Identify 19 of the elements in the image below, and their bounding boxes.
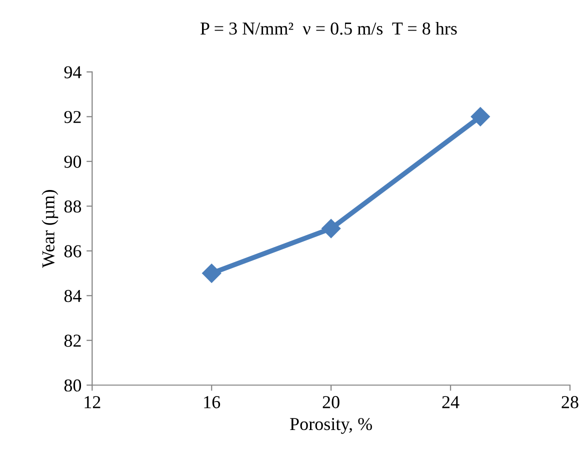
y-tick-label: 92 [64,110,81,124]
y-tick-label: 90 [64,156,82,168]
y-axis-title: Wear (µm) [42,190,58,268]
y-tick-label: 86 [64,245,82,258]
x-tick-label: 24 [442,396,460,408]
x-tick-label: 20 [322,396,340,408]
y-tick-label: 94 [64,66,82,78]
x-tick-label: 12 [84,396,100,408]
y-tick-label: 84 [64,290,82,302]
point [470,107,490,126]
x-tick-label: 16 [204,396,220,408]
y-tick-label: 80 [64,379,82,392]
point [202,264,222,283]
y-tick-label: 82 [64,334,81,347]
chart-title: P = 3 N/mm² ν = 0.5 m/s T = 8 hrs [200,22,457,35]
x-axis-title: Porosity, % [290,418,372,434]
point [322,218,341,238]
y-tick-label: 88 [64,200,82,213]
x-tick-label: 28 [562,396,578,408]
